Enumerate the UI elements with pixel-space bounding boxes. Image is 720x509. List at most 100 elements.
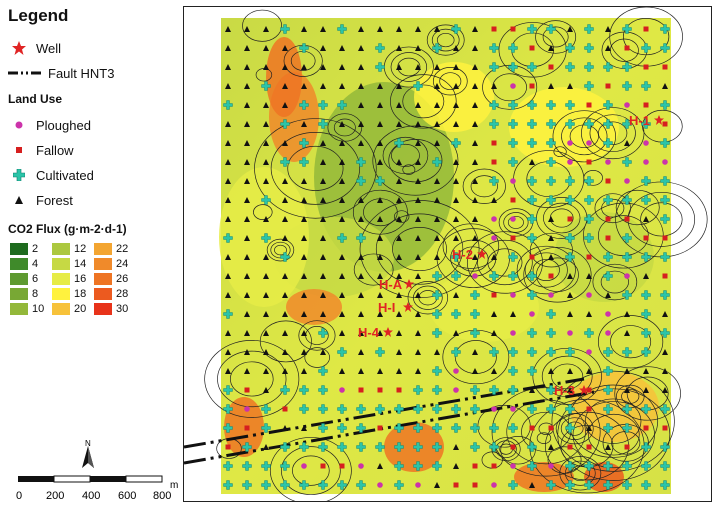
cultivated-marker bbox=[470, 423, 480, 433]
forest-marker bbox=[377, 368, 383, 374]
flux-zone bbox=[414, 62, 494, 132]
forest-marker bbox=[282, 64, 288, 70]
contour-line bbox=[623, 18, 670, 56]
forest-marker bbox=[282, 83, 288, 89]
forest-marker bbox=[320, 45, 326, 51]
flux-zone bbox=[266, 37, 302, 117]
cultivated-marker bbox=[603, 62, 613, 72]
ploughed-marker bbox=[567, 140, 573, 146]
forest-marker bbox=[434, 482, 440, 488]
fallow-marker bbox=[586, 444, 592, 450]
contour-line bbox=[391, 143, 420, 168]
flux-swatch-label: 30 bbox=[116, 303, 129, 315]
flux-title: CO2 Flux (g·m-2·d-1) bbox=[8, 222, 127, 236]
forest-marker bbox=[662, 349, 668, 355]
cultivated-marker bbox=[603, 195, 613, 205]
contour-line bbox=[569, 124, 599, 149]
forest-marker bbox=[396, 330, 402, 336]
flux-swatch bbox=[10, 288, 28, 300]
forest-marker bbox=[396, 121, 402, 127]
cultivated-marker bbox=[432, 271, 442, 281]
cultivated-marker bbox=[641, 290, 651, 300]
ploughed-marker bbox=[529, 311, 535, 317]
forest-marker bbox=[225, 273, 231, 279]
forest-marker bbox=[301, 273, 307, 279]
cultivated-marker bbox=[413, 404, 423, 414]
forest-marker bbox=[396, 216, 402, 222]
forest-marker bbox=[415, 292, 421, 298]
fallow-marker bbox=[510, 444, 516, 450]
ploughed-marker bbox=[415, 482, 421, 488]
forest-marker bbox=[529, 482, 535, 488]
cultivated-marker bbox=[584, 480, 594, 490]
forest-marker bbox=[225, 216, 231, 222]
forest-marker bbox=[472, 121, 478, 127]
forest-marker bbox=[472, 197, 478, 203]
cultivated-marker bbox=[565, 100, 575, 110]
cultivated-marker bbox=[299, 138, 309, 148]
contour-line bbox=[491, 387, 601, 477]
forest-marker bbox=[301, 425, 307, 431]
cultivated-marker bbox=[299, 385, 309, 395]
contour-line bbox=[503, 212, 529, 233]
fallow-marker bbox=[643, 235, 649, 241]
cultivated-marker bbox=[641, 252, 651, 262]
forest-marker bbox=[358, 140, 364, 146]
fallow-marker bbox=[510, 26, 516, 32]
forest-marker bbox=[605, 26, 611, 32]
forest-marker bbox=[320, 178, 326, 184]
cultivated-marker bbox=[280, 119, 290, 129]
contour-line bbox=[516, 245, 576, 295]
forest-marker bbox=[434, 216, 440, 222]
cultivated-marker bbox=[375, 176, 385, 186]
forest-marker bbox=[225, 349, 231, 355]
forest-marker bbox=[244, 159, 250, 165]
forest-marker bbox=[358, 197, 364, 203]
forest-marker bbox=[662, 368, 668, 374]
flux-swatch bbox=[10, 273, 28, 285]
cultivated-marker bbox=[375, 442, 385, 452]
forest-marker bbox=[643, 387, 649, 393]
cultivated-marker bbox=[603, 271, 613, 281]
forest-marker bbox=[453, 178, 459, 184]
cultivated-marker bbox=[622, 404, 632, 414]
forest-marker bbox=[358, 64, 364, 70]
forest-marker bbox=[282, 330, 288, 336]
forest-marker bbox=[244, 235, 250, 241]
fallow-marker bbox=[605, 216, 611, 222]
cultivated-marker bbox=[641, 328, 651, 338]
contour-line bbox=[498, 22, 567, 78]
cultivated-marker bbox=[261, 461, 271, 471]
scale-tick-200: 200 bbox=[46, 490, 64, 502]
cultivated-marker bbox=[565, 461, 575, 471]
cultivated-marker bbox=[546, 347, 556, 357]
forest-marker bbox=[510, 311, 516, 317]
cultivated-marker bbox=[356, 233, 366, 243]
legend-item-forest: Forest bbox=[8, 191, 73, 209]
contour-line bbox=[538, 422, 554, 435]
contour-line bbox=[523, 246, 592, 303]
forest-marker bbox=[415, 216, 421, 222]
forest-marker bbox=[415, 26, 421, 32]
ploughed-marker bbox=[624, 273, 630, 279]
cultivated-marker bbox=[622, 461, 632, 471]
contour-line bbox=[543, 202, 581, 234]
forest-marker bbox=[263, 102, 269, 108]
forest-marker bbox=[282, 178, 288, 184]
cultivated-marker bbox=[451, 252, 461, 262]
fallow-marker bbox=[282, 406, 288, 412]
cultivated-marker bbox=[660, 138, 670, 148]
fallow-marker bbox=[662, 425, 668, 431]
forest-marker bbox=[415, 102, 421, 108]
forest-marker bbox=[377, 330, 383, 336]
forest-marker bbox=[434, 102, 440, 108]
forest-marker bbox=[662, 311, 668, 317]
cultivated-marker bbox=[527, 138, 537, 148]
cultivated-marker bbox=[584, 214, 594, 224]
forest-marker bbox=[605, 444, 611, 450]
cultivated-marker bbox=[622, 290, 632, 300]
forest-marker bbox=[453, 292, 459, 298]
cultivated-marker bbox=[565, 252, 575, 262]
legend-label-fallow: Fallow bbox=[36, 142, 74, 158]
forest-marker bbox=[358, 121, 364, 127]
